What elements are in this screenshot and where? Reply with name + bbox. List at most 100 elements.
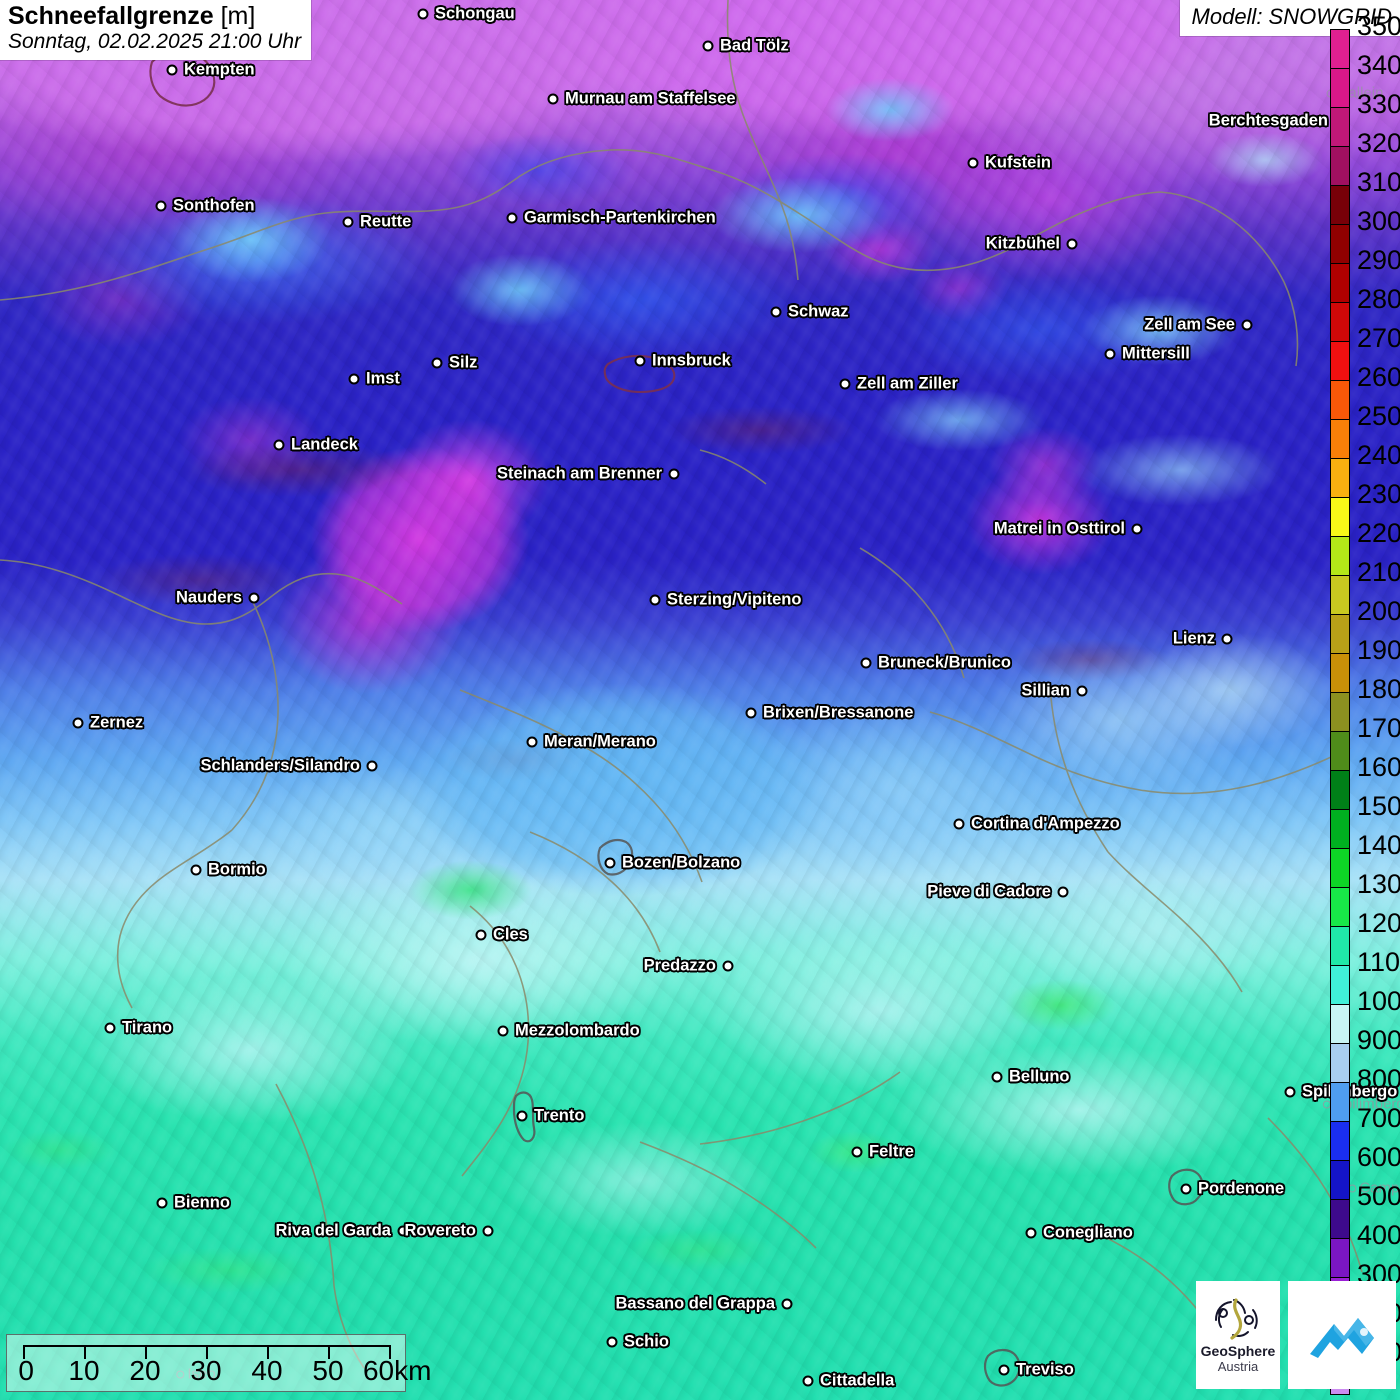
- city-label: Bozen/Bolzano: [622, 853, 741, 872]
- city-label: Lienz: [1172, 629, 1215, 648]
- legend-swatch: 2000: [1330, 598, 1400, 654]
- city-label: Schio: [624, 1332, 669, 1351]
- city-dot-icon: [668, 468, 680, 480]
- legend-tick-label: 500: [1357, 1181, 1400, 1211]
- scale-bar-labels: 0 10 20 30 40 50 60km: [7, 1355, 431, 1391]
- city-dot-icon: [547, 93, 559, 105]
- city-label: Pieve di Cadore: [927, 882, 1051, 901]
- city-label: Bad Tölz: [720, 36, 789, 55]
- scale-tick: [389, 1345, 391, 1359]
- scale-tick: [84, 1345, 86, 1359]
- legend-tick-label: 2100: [1357, 557, 1400, 587]
- city-dot-icon: [526, 736, 538, 748]
- legend-tick-label: 2500: [1357, 401, 1400, 431]
- city-label: Kempten: [184, 60, 255, 79]
- city-label: Bruneck/Brunico: [878, 653, 1011, 672]
- scale-label: 40: [251, 1355, 283, 1386]
- scale-bar-ticks: [23, 1345, 391, 1361]
- city-label: Imst: [366, 369, 400, 388]
- city-dot-icon: [156, 1197, 168, 1209]
- legend-tick-label: 1800: [1357, 674, 1400, 704]
- city-label: Landeck: [291, 435, 358, 454]
- legend-swatch: 1800: [1330, 676, 1400, 732]
- place-dot-icon: [176, 1370, 185, 1379]
- city-dot-icon: [604, 857, 616, 869]
- legend-tick-label: 2900: [1357, 245, 1400, 275]
- city-label: Rovereto: [404, 1221, 476, 1240]
- city-dot-icon: [770, 306, 782, 318]
- city-label: Cortina d'Ampezzo: [971, 814, 1120, 833]
- city-label: Berchtesgaden: [1208, 111, 1328, 130]
- model-label: Modell: SNOWGRID: [1179, 0, 1400, 36]
- city-label: Bienno: [174, 1193, 230, 1212]
- legend-tick-label: 3100: [1357, 167, 1400, 197]
- city-label: Zell am See: [1144, 315, 1235, 334]
- city-dot-icon: [482, 1225, 494, 1237]
- mountain-arrow-icon: [1310, 1318, 1374, 1358]
- city-label: Garmisch-Partenkirchen: [524, 208, 716, 227]
- city-dot-icon: [860, 657, 872, 669]
- legend-tick-label: 1400: [1357, 830, 1400, 860]
- city-dot-icon: [397, 1225, 409, 1237]
- city-dot-icon: [839, 378, 851, 390]
- legend-tick-label: 1600: [1357, 752, 1400, 782]
- forecast-timestamp: Sonntag, 02.02.2025 21:00 Uhr: [8, 30, 302, 53]
- legend-tick-label: 1200: [1357, 908, 1400, 938]
- legend-tick-label: 1700: [1357, 713, 1400, 743]
- legend-swatch: 700: [1330, 1105, 1400, 1161]
- legend-tick-label: 3400: [1357, 50, 1400, 80]
- legend-swatch: 3500: [1330, 13, 1400, 69]
- city-dot-icon: [745, 707, 757, 719]
- legend-swatch: 1000: [1330, 988, 1400, 1044]
- city-label: Feltre: [869, 1142, 914, 1161]
- city-dot-icon: [366, 760, 378, 772]
- legend-swatch: 1900: [1330, 637, 1400, 693]
- city-dot-icon: [1131, 523, 1143, 535]
- city-dot-icon: [166, 64, 178, 76]
- legend-swatch: 2700: [1330, 325, 1400, 381]
- scale-label: 0: [18, 1355, 34, 1386]
- city-label: Schwaz: [788, 302, 849, 321]
- geosphere-austria-logo: GeoSphere Austria: [1196, 1281, 1280, 1389]
- legend-swatch: 3400: [1330, 52, 1400, 108]
- legend-swatch: 2200: [1330, 520, 1400, 576]
- city-dot-icon: [516, 1110, 528, 1122]
- scale-tick: [328, 1345, 330, 1359]
- legend-swatch: 3300: [1330, 91, 1400, 147]
- legend-swatch: 800: [1330, 1066, 1400, 1122]
- city-label: Meran/Merano: [544, 732, 656, 751]
- city-dot-icon: [1104, 348, 1116, 360]
- city-label: Kitzbühel: [985, 234, 1060, 253]
- legend-swatch: 1200: [1330, 910, 1400, 966]
- city-dot-icon: [1180, 1183, 1192, 1195]
- scale-label: 30: [190, 1355, 222, 1386]
- legend-tick-label: 3200: [1357, 128, 1400, 158]
- background-place-label: Iseo: [176, 1366, 216, 1383]
- city-label: Murnau am Staffelsee: [565, 89, 736, 108]
- legend-swatch: 1100: [1330, 949, 1400, 1005]
- legend-tick-label: 2800: [1357, 284, 1400, 314]
- city-dot-icon: [104, 1022, 116, 1034]
- legend-swatch: 3200: [1330, 130, 1400, 186]
- scale-tick: [206, 1345, 208, 1359]
- city-dot-icon: [851, 1146, 863, 1158]
- city-dot-icon: [431, 357, 443, 369]
- legend-tick-label: 2700: [1357, 323, 1400, 353]
- city-label: Bormio: [208, 860, 266, 879]
- legend-swatch: 400: [1330, 1222, 1400, 1278]
- legend-tick-label: 2400: [1357, 440, 1400, 470]
- city-dot-icon: [342, 216, 354, 228]
- legend-tick-label: 700: [1357, 1103, 1400, 1133]
- city-label: Trento: [534, 1106, 585, 1125]
- legend-swatch: 2100: [1330, 559, 1400, 615]
- city-label: Bassano del Grappa: [615, 1294, 775, 1313]
- legend-swatch: 2600: [1330, 364, 1400, 420]
- city-label: Mezzolombardo: [515, 1021, 640, 1040]
- title-unit: [m]: [220, 2, 256, 30]
- legend-swatch: 3100: [1330, 169, 1400, 225]
- city-dot-icon: [781, 1298, 793, 1310]
- legend-tick-label: 1900: [1357, 635, 1400, 665]
- city-label: Conegliano: [1043, 1223, 1133, 1242]
- legend-swatch: 1300: [1330, 871, 1400, 927]
